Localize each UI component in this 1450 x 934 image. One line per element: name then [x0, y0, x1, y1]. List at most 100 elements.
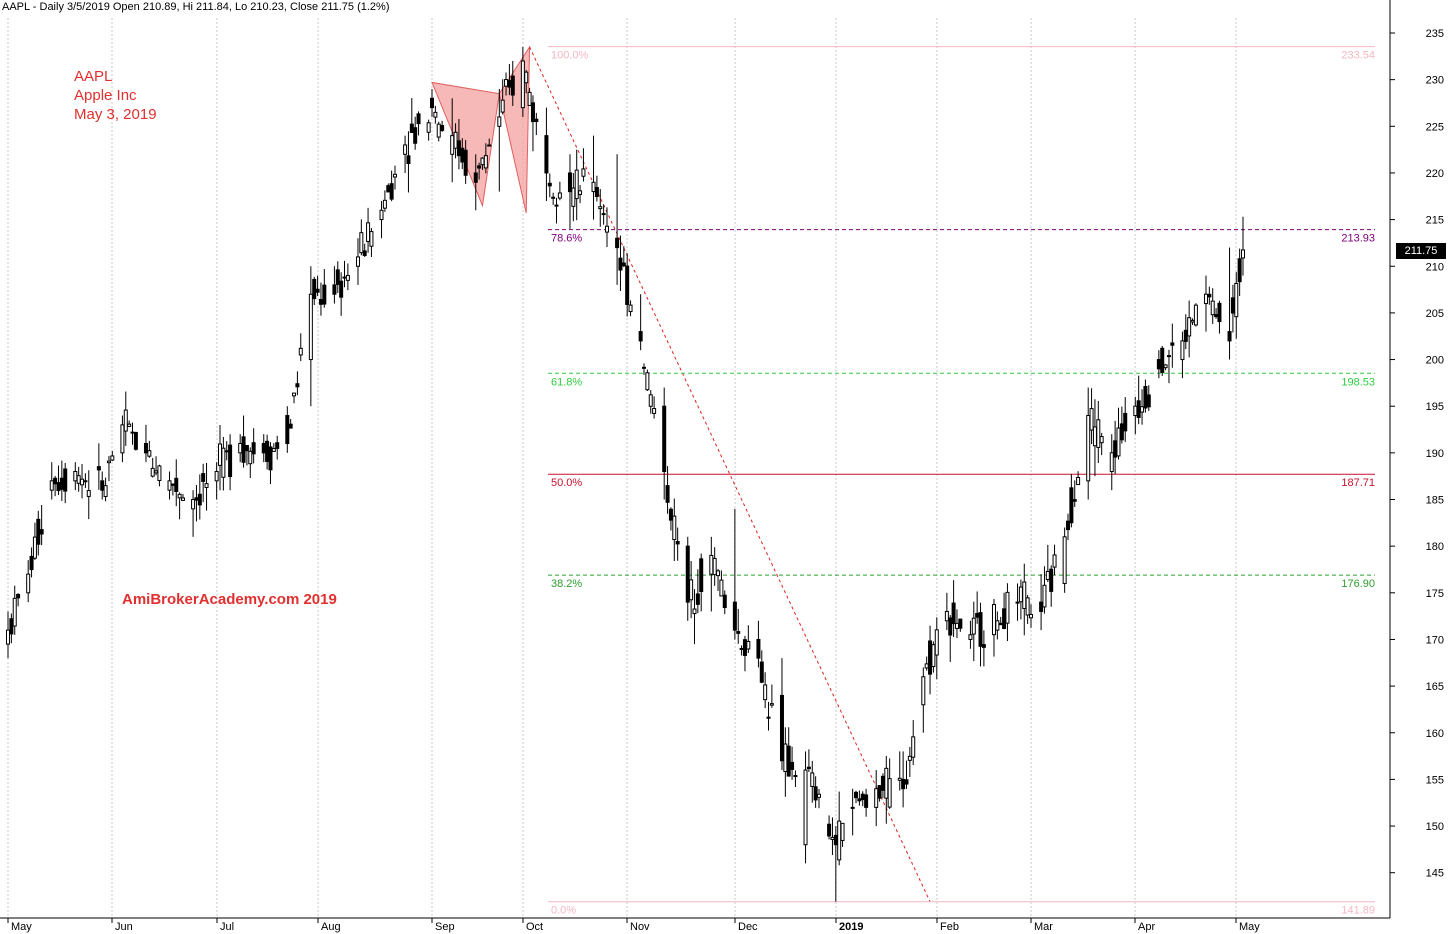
candle-down — [56, 482, 61, 492]
candle-up — [1042, 584, 1047, 608]
candle-down — [241, 436, 246, 463]
candle-up — [1203, 293, 1208, 305]
candle-down — [285, 415, 290, 445]
candle-down — [174, 477, 179, 492]
candle-up — [1099, 436, 1104, 444]
candle-down — [477, 165, 482, 169]
candle-down — [877, 785, 882, 799]
x-tick-label: Jun — [115, 921, 133, 933]
x-tick-label: Apr — [1138, 921, 1155, 933]
candle-up — [604, 225, 609, 233]
candle-down — [981, 644, 986, 648]
candle-up — [971, 617, 976, 635]
candle-down — [904, 779, 909, 785]
candle-down — [638, 331, 643, 342]
candle-down — [268, 446, 273, 471]
candle-up — [426, 122, 431, 133]
candle-up — [110, 455, 115, 461]
grid-layer — [7, 18, 1237, 918]
candle-up — [1140, 406, 1145, 413]
fib-value-label: 176.90 — [1341, 578, 1375, 590]
candle-down — [1166, 355, 1171, 358]
y-tick-label: 185 — [1426, 495, 1444, 507]
candle-down — [1002, 608, 1007, 629]
candle-down — [83, 480, 88, 483]
candle-up — [1005, 591, 1010, 624]
candle-up — [345, 274, 350, 281]
candle-up — [1018, 586, 1023, 603]
candle-down — [463, 149, 468, 176]
y-tick-label: 180 — [1426, 541, 1444, 553]
candle-up — [810, 772, 815, 787]
x-tick-label: Nov — [630, 921, 650, 933]
candle-up — [150, 467, 155, 477]
candle-down — [288, 423, 293, 429]
candle-up — [1190, 319, 1195, 323]
candle-down — [1207, 293, 1212, 298]
x-tick-label: 2019 — [839, 921, 863, 933]
candle-down — [440, 125, 445, 131]
y-tick-label: 235 — [1426, 28, 1444, 40]
candle-down — [100, 480, 105, 491]
candle-down — [547, 182, 552, 187]
candle-down — [318, 299, 323, 305]
candle-up — [1187, 317, 1192, 337]
x-tick-label: Feb — [940, 921, 959, 933]
y-tick-label: 230 — [1426, 75, 1444, 87]
candle-up — [1076, 476, 1081, 486]
candle-down — [1143, 386, 1148, 409]
candle-up — [645, 372, 650, 391]
candle-down — [473, 172, 478, 183]
y-tick-label: 155 — [1426, 774, 1444, 786]
candle-down — [544, 135, 549, 174]
candle-down — [1146, 394, 1151, 408]
candle-down — [170, 483, 175, 486]
candle-down — [275, 442, 280, 449]
candle-down — [39, 529, 44, 535]
candle-up — [392, 173, 397, 178]
candle-up — [12, 597, 17, 627]
candle-up — [924, 663, 929, 669]
candle-up — [554, 204, 559, 207]
candle-up — [689, 579, 694, 601]
y-tick-label: 225 — [1426, 121, 1444, 133]
candle-up — [73, 471, 78, 482]
candle-down — [1217, 302, 1222, 323]
candle-up — [1025, 597, 1030, 616]
candle-up — [907, 755, 912, 761]
candle-down — [699, 558, 704, 592]
candle-up — [1062, 536, 1067, 584]
candle-up — [672, 515, 677, 541]
candle-down — [261, 443, 266, 454]
candle-down — [857, 798, 862, 802]
candle-up — [1193, 304, 1198, 326]
candle-down — [130, 431, 135, 434]
candle-down — [251, 442, 256, 455]
x-tick-label: Mar — [1034, 921, 1053, 933]
candle-up — [1109, 452, 1114, 473]
candle-down — [1123, 412, 1128, 432]
candle-up — [157, 465, 162, 481]
candle-down — [901, 778, 906, 790]
candle-down — [1136, 400, 1141, 418]
candle-up — [719, 579, 724, 597]
fib-pct-label: 100.0% — [551, 50, 589, 62]
candle-down — [386, 185, 391, 193]
candle-down — [332, 284, 337, 295]
candle-up — [1234, 282, 1239, 318]
candle-down — [1069, 487, 1074, 524]
candle-up — [571, 187, 576, 207]
candle-down — [1119, 423, 1124, 441]
candle-down — [685, 545, 690, 603]
candle-down — [510, 75, 515, 96]
annotation-ticker: AAPL — [74, 68, 113, 85]
candle-down — [406, 155, 411, 164]
candle-down — [36, 518, 41, 545]
x-tick-label: Dec — [738, 921, 758, 933]
candle-up — [106, 460, 111, 464]
candle-down — [621, 262, 626, 267]
candle-down — [194, 497, 199, 501]
candle-down — [244, 445, 249, 452]
candle-down — [594, 186, 599, 197]
candle-up — [1096, 419, 1101, 448]
